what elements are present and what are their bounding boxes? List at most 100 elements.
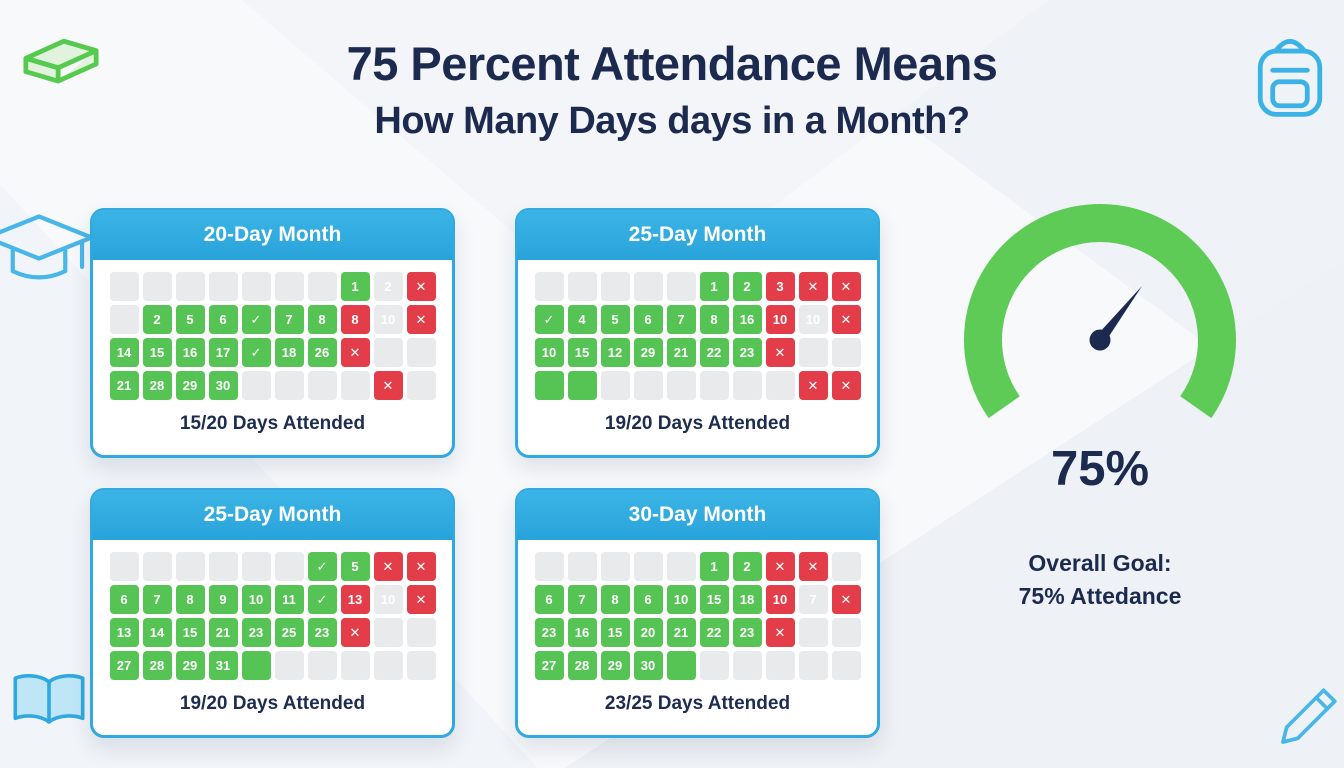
- day-cell-attended: 23: [732, 618, 762, 647]
- day-cell-attended: 10: [534, 338, 564, 367]
- day-cell-absent: ✕: [373, 371, 403, 400]
- day-cell-empty: [567, 272, 597, 301]
- days-attended-label: 19/20 Days Attended: [604, 413, 791, 434]
- graduation-cap-icon: [0, 214, 94, 280]
- day-cell-empty: [406, 338, 436, 367]
- day-cell-empty: [831, 618, 861, 647]
- day-cell-attended: 5: [340, 552, 370, 581]
- day-cell-attended: 6: [633, 305, 663, 334]
- day-cell-empty: [798, 338, 828, 367]
- day-cell-attended: 7: [567, 585, 597, 614]
- day-cell-check: ✓: [534, 305, 564, 334]
- calendar-card-title: 25-Day Month: [92, 490, 453, 540]
- day-cell-attended: 29: [600, 651, 630, 680]
- day-cell-attended: 11: [274, 585, 304, 614]
- day-cell-attended: 10: [666, 585, 696, 614]
- calendar-card: 30-Day Month 1 2 ✕ ✕ 6 7 8 6 10 15 18 10 7 ✕ 23 16 15 20 21…: [515, 488, 880, 738]
- day-cell-check: ✓: [307, 552, 337, 581]
- day-cell-empty: [798, 618, 828, 647]
- day-cell-absent: 8: [340, 305, 370, 334]
- day-cell-attended: 21: [666, 338, 696, 367]
- day-cell-empty: [666, 272, 696, 301]
- day-cell-attended: 7: [274, 305, 304, 334]
- day-cell-attended: [567, 371, 597, 400]
- day-cell-absent: ✕: [765, 338, 795, 367]
- day-cell-empty: [241, 371, 271, 400]
- day-cell-empty: [666, 371, 696, 400]
- day-cell-attended: 12: [600, 338, 630, 367]
- day-cell-attended: 8: [307, 305, 337, 334]
- day-cell-absent: ✕: [798, 272, 828, 301]
- day-cell-empty: [633, 371, 663, 400]
- day-cell-absent: ✕: [765, 552, 795, 581]
- day-cell-empty: [307, 371, 337, 400]
- day-cell-empty: [732, 651, 762, 680]
- day-cell-empty: [534, 272, 564, 301]
- calendar-card-title: 25-Day Month: [517, 210, 878, 260]
- page-title: 75 Percent Attendance Means How Many Day…: [0, 36, 1344, 143]
- day-cell-attended: 16: [732, 305, 762, 334]
- day-cell-empty: [241, 272, 271, 301]
- day-cell-absent: ✕: [831, 272, 861, 301]
- day-cell-empty: [765, 371, 795, 400]
- day-cell-attended: 15: [600, 618, 630, 647]
- day-cell-absent: ✕: [798, 552, 828, 581]
- day-cell-check: ✓: [307, 585, 337, 614]
- day-cell-empty: [600, 272, 630, 301]
- gauge-percent-label: 75%: [1050, 442, 1150, 496]
- day-cell-attended: 15: [142, 338, 172, 367]
- day-cell-attended: 14: [109, 338, 139, 367]
- day-cell-attended: 20: [633, 618, 663, 647]
- day-cell-attended: 15: [699, 585, 729, 614]
- day-cell-absent: 13: [340, 585, 370, 614]
- day-cell-empty: [373, 618, 403, 647]
- day-cell-attended: 18: [732, 585, 762, 614]
- day-cell-attended: 29: [175, 651, 205, 680]
- day-cell-empty: [274, 272, 304, 301]
- calendar-grid: 1 2 ✕ 2 5 6 ✓ 7 8 8 10 ✕ 14 15 16 17 ✓ 18 26 ✕ 21 28 29 30 ✕: [93, 272, 452, 400]
- day-cell-attended: 6: [534, 585, 564, 614]
- day-cell-empty: [307, 651, 337, 680]
- day-cell-empty: [666, 552, 696, 581]
- day-cell-attended: 16: [175, 338, 205, 367]
- day-cell-attended: 22: [699, 338, 729, 367]
- day-cell-attended: 21: [109, 371, 139, 400]
- day-cell-attended: 16: [567, 618, 597, 647]
- day-cell-attended: 30: [208, 371, 238, 400]
- day-cell-attended: 7: [142, 585, 172, 614]
- day-cell-empty: [307, 272, 337, 301]
- day-cell-empty: [109, 272, 139, 301]
- day-cell-attended: 29: [633, 338, 663, 367]
- day-cell-attended: 28: [567, 651, 597, 680]
- day-cell-attended: 27: [534, 651, 564, 680]
- day-cell-absent: ✕: [765, 618, 795, 647]
- day-cell-attended: 25: [274, 618, 304, 647]
- day-cell-attended: 22: [699, 618, 729, 647]
- day-cell-absent: ✕: [798, 371, 828, 400]
- calendar-card-title: 30-Day Month: [517, 490, 878, 540]
- day-cell-attended: 2: [732, 272, 762, 301]
- day-cell-check: ✓: [241, 338, 271, 367]
- day-cell-attended: 1: [340, 272, 370, 301]
- day-cell-empty: [175, 272, 205, 301]
- day-cell-empty: [142, 552, 172, 581]
- day-cell-attended: 5: [175, 305, 205, 334]
- gauge-needle: [1089, 286, 1142, 351]
- day-cell-empty: [406, 371, 436, 400]
- title-line-2: How Many Days days in a Month?: [374, 100, 970, 142]
- day-cell-attended: 27: [109, 651, 139, 680]
- day-cell-faded: 10: [373, 585, 403, 614]
- day-cell-empty: [765, 651, 795, 680]
- day-cell-empty: [633, 272, 663, 301]
- day-cell-absent: ✕: [831, 371, 861, 400]
- day-cell-attended: 15: [567, 338, 597, 367]
- day-cell-absent: ✕: [340, 338, 370, 367]
- day-cell-empty: [567, 552, 597, 581]
- pencil-icon: [1281, 688, 1337, 744]
- gauge-arc: [964, 204, 1236, 419]
- day-cell-attended: 23: [241, 618, 271, 647]
- day-cell-faded: 7: [798, 585, 828, 614]
- day-cell-empty: [732, 371, 762, 400]
- day-cell-attended: 2: [732, 552, 762, 581]
